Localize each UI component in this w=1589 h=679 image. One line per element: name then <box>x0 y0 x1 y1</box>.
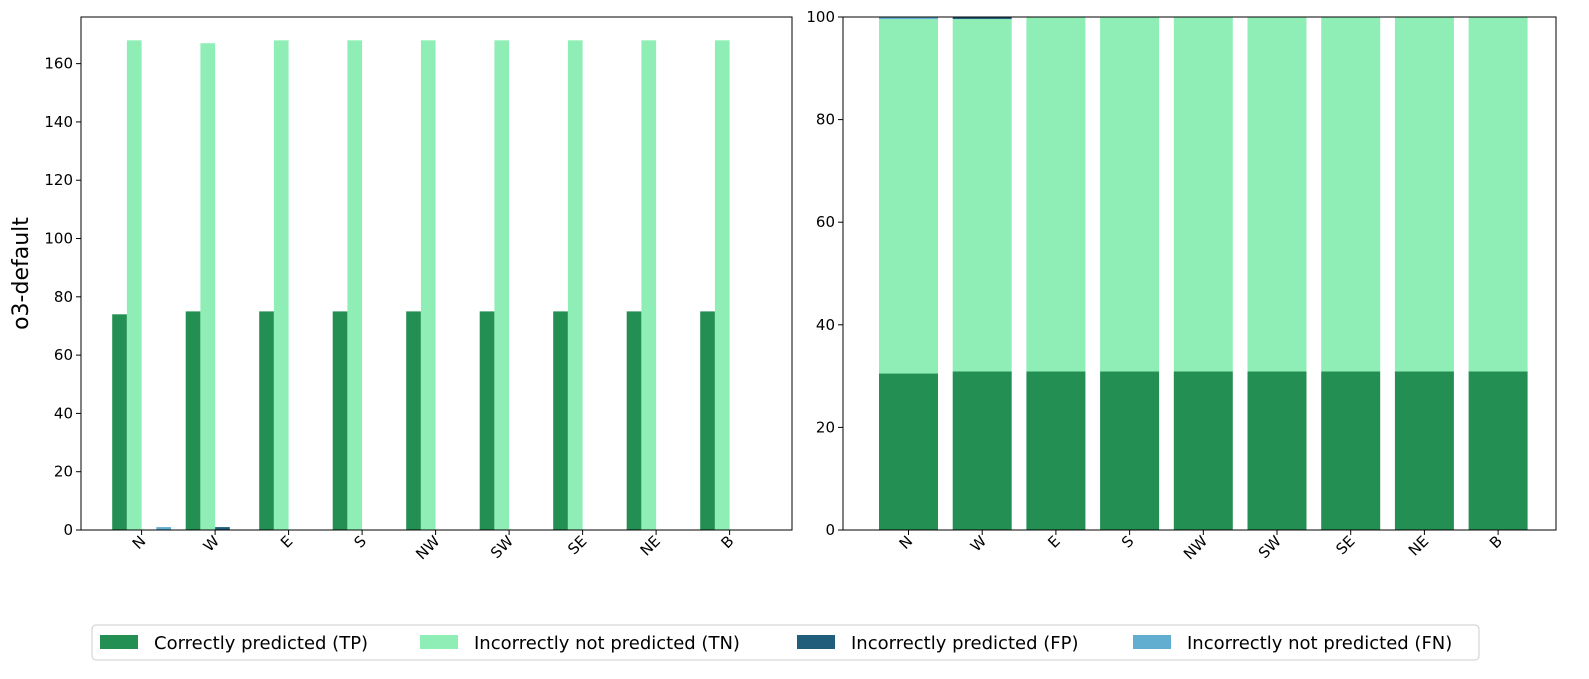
y-tick-label: 20 <box>54 463 73 481</box>
bar-incorrectly-not-predicted-fn-n <box>156 527 171 530</box>
legend-swatch <box>420 635 458 649</box>
bar-correctly-predicted-tp-e <box>259 311 274 530</box>
stack-incorrectly-predicted-fp-w <box>952 17 1012 20</box>
bar-correctly-predicted-tp-n <box>112 314 127 530</box>
y-tick-label: 100 <box>806 8 835 26</box>
legend-label: Incorrectly predicted (FP) <box>851 633 1078 654</box>
bar-incorrectly-not-predicted-tn-w <box>200 43 216 530</box>
legend-swatch <box>1133 635 1171 649</box>
right-y-ticks: 0 20 40 60 80 100 <box>806 8 843 539</box>
left-y-ticks: 0 20 40 60 80 100 120 140 160 <box>44 55 81 539</box>
y-tick-label: 100 <box>44 230 73 248</box>
legend-swatch <box>797 635 835 649</box>
bar-correctly-predicted-tp-sw <box>479 311 495 530</box>
left-bars <box>112 40 730 531</box>
stack-incorrectly-not-predicted-tn-se <box>1321 17 1381 372</box>
legend-items: Correctly predicted (TP) Incorrectly not … <box>100 633 1452 654</box>
right-axes-frame <box>842 16 1557 531</box>
bar-correctly-predicted-tp-w <box>185 311 201 530</box>
legend-frame <box>91 624 1480 661</box>
bar-incorrectly-not-predicted-tn-s <box>347 40 363 531</box>
bar-incorrectly-not-predicted-tn-e <box>273 40 289 531</box>
right-bars <box>879 17 1528 530</box>
stack-incorrectly-not-predicted-tn-w <box>952 19 1012 372</box>
legend: Correctly predicted (TP) Incorrectly not … <box>91 624 1480 661</box>
bar-incorrectly-predicted-fp-w <box>215 527 230 530</box>
stack-incorrectly-not-predicted-tn-e <box>1026 17 1086 372</box>
stack-incorrectly-not-predicted-tn-sw <box>1247 17 1307 372</box>
y-tick-label: 0 <box>825 521 835 539</box>
y-tick-label: 80 <box>816 111 835 129</box>
stack-correctly-predicted-tp-se <box>1321 371 1381 530</box>
y-tick-label: 40 <box>54 404 73 422</box>
y-tick-label: 40 <box>816 316 835 334</box>
stack-correctly-predicted-tp-e <box>1026 371 1086 530</box>
stack-correctly-predicted-tp-n <box>879 373 938 530</box>
y-tick-label: 80 <box>54 288 73 306</box>
stack-incorrectly-not-predicted-tn-s <box>1100 17 1160 372</box>
stack-correctly-predicted-tp-sw <box>1247 371 1307 530</box>
y-tick-label: 120 <box>44 171 73 189</box>
legend-swatch <box>100 635 138 649</box>
stack-correctly-predicted-tp-nw <box>1173 371 1233 530</box>
legend-label: Incorrectly not predicted (FN) <box>1187 633 1452 654</box>
left-y-axis-label: o3-default <box>9 217 34 330</box>
y-tick-label: 0 <box>63 521 73 539</box>
bar-incorrectly-not-predicted-tn-n <box>126 40 142 531</box>
stack-incorrectly-not-predicted-tn-n <box>879 19 938 374</box>
bar-correctly-predicted-tp-b <box>700 311 715 530</box>
bar-correctly-predicted-tp-nw <box>406 311 421 530</box>
stack-correctly-predicted-tp-w <box>952 371 1012 530</box>
y-tick-label: 20 <box>816 418 835 436</box>
bar-incorrectly-not-predicted-tn-b <box>714 40 730 531</box>
y-tick-label: 60 <box>54 346 73 364</box>
bar-correctly-predicted-tp-se <box>553 311 568 530</box>
legend-label: Correctly predicted (TP) <box>154 633 368 654</box>
bar-correctly-predicted-tp-s <box>332 311 348 530</box>
bar-incorrectly-not-predicted-tn-se <box>567 40 583 531</box>
stack-correctly-predicted-tp-b <box>1468 371 1528 530</box>
left-axes-frame <box>80 16 793 531</box>
stack-incorrectly-not-predicted-fn-n <box>879 17 938 20</box>
stack-correctly-predicted-tp-ne <box>1394 371 1454 530</box>
legend-label: Incorrectly not predicted (TN) <box>474 633 740 654</box>
stack-incorrectly-not-predicted-tn-ne <box>1394 17 1454 372</box>
stack-incorrectly-not-predicted-tn-b <box>1468 17 1528 372</box>
bar-incorrectly-not-predicted-tn-ne <box>641 40 657 531</box>
y-tick-label: 60 <box>816 213 835 231</box>
bar-correctly-predicted-tp-ne <box>626 311 642 530</box>
bar-incorrectly-not-predicted-tn-nw <box>420 40 436 531</box>
stack-correctly-predicted-tp-s <box>1100 371 1160 530</box>
y-tick-label: 140 <box>44 113 73 131</box>
y-tick-label: 160 <box>44 55 73 73</box>
stack-incorrectly-not-predicted-tn-nw <box>1173 17 1233 372</box>
bar-incorrectly-not-predicted-tn-sw <box>494 40 510 531</box>
